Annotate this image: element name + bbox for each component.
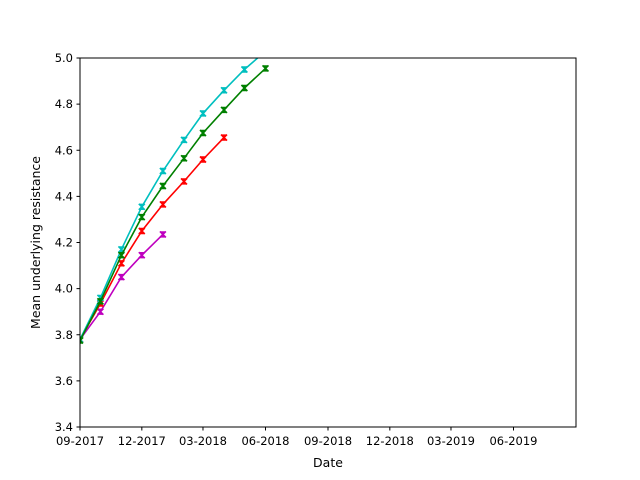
x-axis-label: Date	[313, 455, 343, 470]
series-4-point	[240, 84, 248, 92]
x-tick-label: 12-2018	[366, 434, 414, 448]
y-tick-label: 4.8	[55, 97, 73, 111]
series-4-point	[80, 336, 84, 345]
y-tick-label: 4.4	[55, 189, 73, 203]
x-tick-label: 09-2018	[304, 434, 352, 448]
series-4-point	[117, 251, 125, 259]
point-marker-hourglass	[139, 203, 144, 210]
series-3-point	[220, 86, 228, 94]
series-2-point	[138, 227, 146, 235]
x-tick-label: 12-2017	[118, 434, 166, 448]
series-line-3	[80, 58, 259, 340]
point-marker-hourglass	[200, 129, 206, 137]
x-tick-label: 03-2018	[179, 434, 227, 448]
series-2-point	[159, 200, 167, 208]
series-1-point	[96, 308, 104, 316]
x-tick-label: 03-2019	[427, 434, 475, 448]
series-3-point	[138, 203, 146, 211]
point-marker-hourglass	[160, 231, 166, 238]
point-marker-hourglass	[98, 298, 103, 305]
point-marker-hourglass	[242, 84, 247, 92]
series-4-point	[96, 297, 104, 305]
y-tick-label: 4.6	[55, 143, 73, 157]
point-marker-hourglass	[181, 178, 187, 185]
point-marker-hourglass	[119, 252, 124, 259]
series-line-4	[80, 67, 267, 341]
x-tick-label: 06-2018	[241, 434, 289, 448]
y-tick-label: 5.0	[55, 51, 73, 65]
point-marker-hourglass	[119, 260, 124, 267]
point-marker-hourglass	[242, 66, 247, 73]
point-marker-hourglass	[221, 134, 227, 141]
x-tick-label: 09-2017	[56, 434, 104, 448]
ticks-layer: 09-2017 12-2017 03-2018 06-2018 09-2018 12-20…	[55, 51, 538, 448]
point-marker-hourglass	[98, 308, 103, 315]
point-marker-hourglass	[221, 87, 227, 94]
series-3-point	[263, 48, 269, 54]
series-4-point	[261, 64, 270, 72]
series-3-point	[240, 65, 248, 74]
series-layer	[80, 48, 270, 345]
series-4-point	[159, 182, 167, 190]
series-4-point	[180, 154, 188, 162]
y-tick-label: 3.8	[55, 328, 73, 342]
point-marker-hourglass	[160, 182, 166, 190]
point-marker-hourglass	[160, 201, 166, 208]
series-line-2	[80, 137, 225, 340]
point-marker-hourglass	[139, 227, 144, 235]
point-marker-hourglass	[263, 65, 268, 72]
series-1-point	[159, 230, 167, 238]
series-3-point	[180, 136, 188, 144]
series-3-point	[199, 109, 207, 117]
point-marker-x	[263, 48, 269, 54]
y-tick-label: 3.6	[55, 374, 73, 388]
point-marker-hourglass	[221, 106, 227, 114]
point-marker-hourglass	[181, 136, 187, 144]
point-marker-hourglass	[119, 246, 124, 253]
point-marker-hourglass	[160, 167, 166, 175]
series-4-point	[220, 106, 228, 114]
point-marker-hourglass	[263, 48, 267, 54]
point-marker-hourglass	[200, 110, 206, 117]
x-tick-label: 06-2019	[489, 434, 537, 448]
series-1-point	[117, 273, 125, 281]
point-marker-hourglass	[119, 273, 124, 281]
series-4-point	[138, 213, 146, 221]
point-marker-hourglass	[200, 156, 206, 163]
point-marker-hourglass	[139, 213, 144, 221]
point-marker-hourglass	[181, 155, 187, 162]
y-axis-label: Mean underlying resistance	[28, 156, 43, 329]
series-2-point	[199, 155, 207, 164]
point-marker-hourglass	[139, 252, 144, 259]
series-4-point	[199, 129, 207, 137]
series-2-point	[220, 134, 228, 142]
series-2-point	[180, 177, 188, 185]
point-marker-hourglass	[80, 337, 83, 344]
y-tick-label: 4.2	[55, 236, 73, 250]
y-tick-label: 3.4	[55, 420, 73, 434]
series-1-point	[138, 251, 146, 259]
series-3-point	[159, 167, 167, 175]
point-marker-x	[80, 336, 84, 345]
y-tick-label: 4.0	[55, 282, 73, 296]
